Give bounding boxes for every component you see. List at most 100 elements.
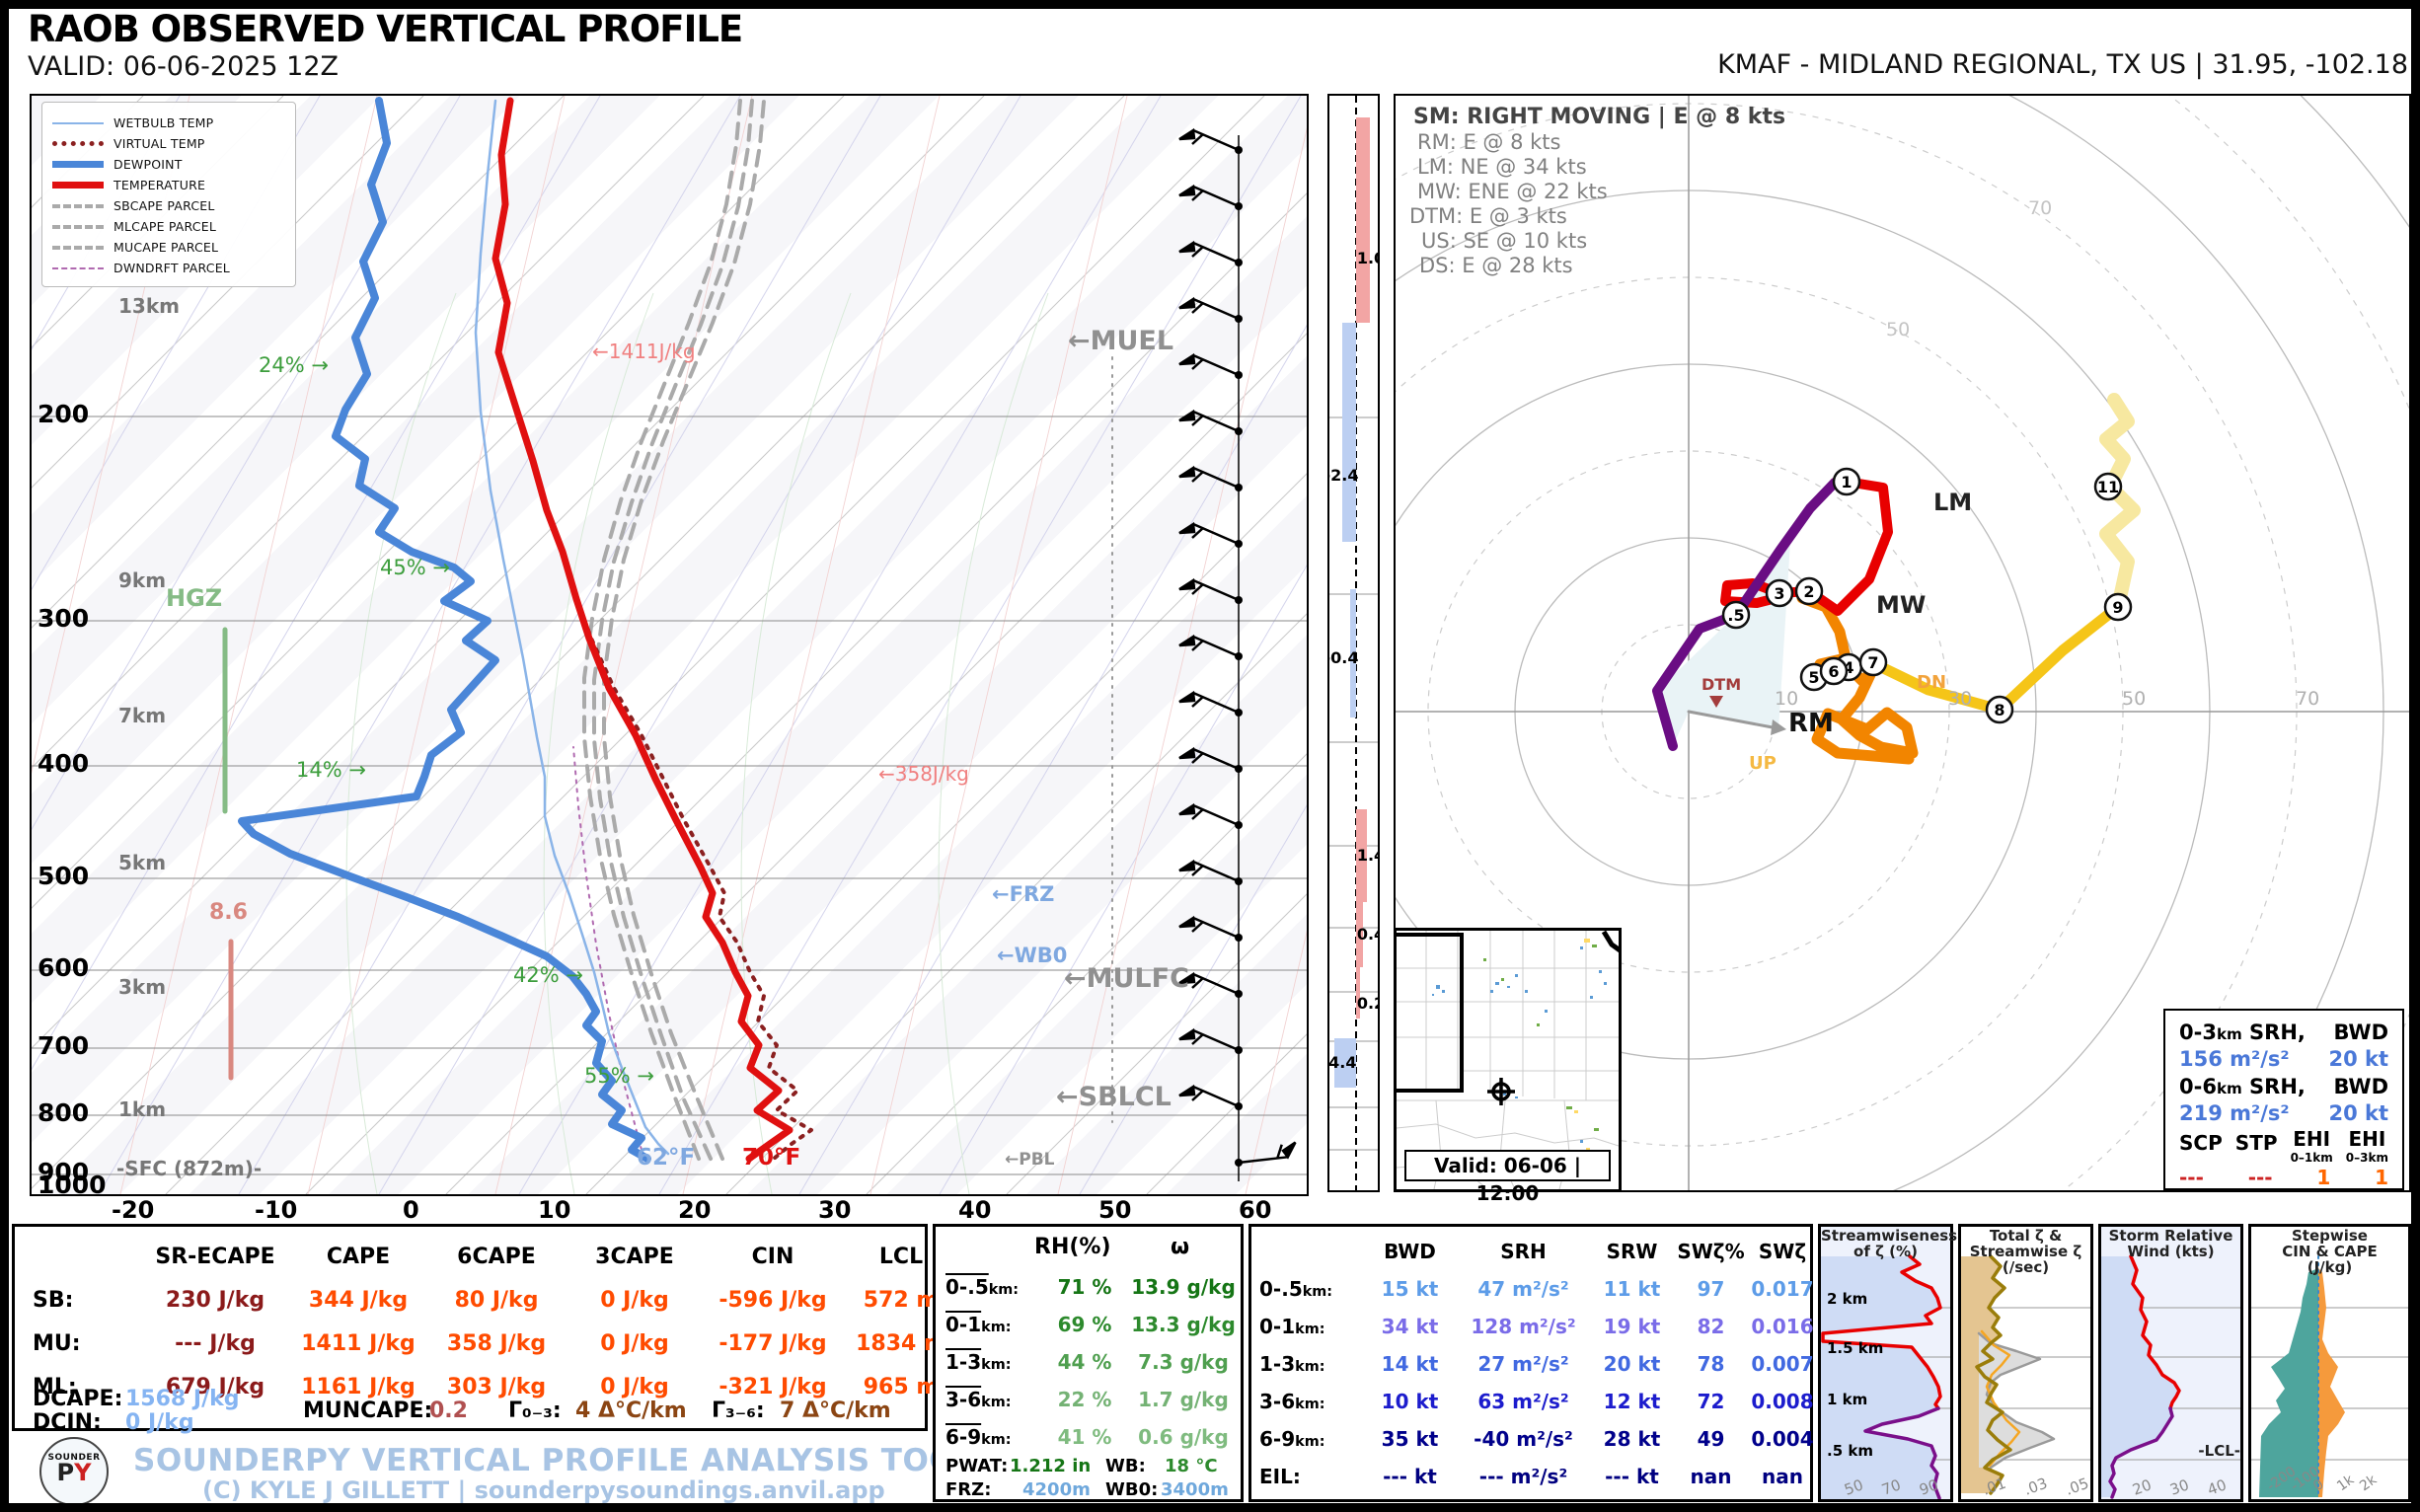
srw-value: --- kt: [1605, 1465, 1659, 1488]
hgz-label: HGZ: [166, 584, 223, 612]
lapse-rate-0-3-value: 4 Δ°C/km: [575, 1399, 687, 1423]
dcin-label: DCIN:: [33, 1410, 102, 1435]
srh-value: 27 m²/s²: [1477, 1352, 1569, 1376]
legend-label: TEMPERATURE: [113, 178, 206, 192]
column-header: SWζ: [1758, 1240, 1807, 1263]
storm-motion-line: DTM: E @ 3 kts: [1409, 204, 1567, 228]
svg-text:7: 7: [1867, 653, 1878, 672]
rh-value: 44 %: [1057, 1350, 1112, 1374]
layer-label: 0-1km:: [1259, 1315, 1325, 1338]
virtual-temp-profile: [574, 597, 813, 1161]
hodograph-canvas: 10 30 50 70 50 70 LM MW RM DTM UP DN .5 1 23 4 5 6 7 8 9 11: [1652, 197, 2319, 774]
svg-text:1: 1: [1841, 473, 1852, 491]
lapse-rate-3-6-value: 7 Δ°C/km: [780, 1399, 891, 1423]
height-label: 1km: [118, 1097, 167, 1121]
mixing-ratio-value: 0.6 g/kg: [1138, 1425, 1229, 1449]
cape-annotation: ←358J/kg: [878, 762, 969, 786]
swzeta-pct: 97: [1697, 1277, 1725, 1301]
muncape-value: 0.2: [429, 1399, 468, 1423]
rh-annotation: 45% →: [380, 556, 450, 579]
ring-label: 30: [1948, 688, 1972, 710]
sblcl-label: ←SBLCL: [1056, 1082, 1172, 1112]
legend-label: MUCAPE PARCEL: [113, 240, 219, 255]
rh-value: 69 %: [1057, 1313, 1112, 1336]
mulfc-label: ←MULFC: [1064, 963, 1189, 994]
lapse-rate-value: 8.6: [209, 900, 248, 925]
mu-3cape: 0 J/kg: [600, 1330, 669, 1356]
scp-label: SCP: [2179, 1131, 2223, 1155]
inset-map-panel: Valid: 06-06 | 12:00: [1394, 928, 1622, 1205]
column-header: SWζ%: [1677, 1240, 1745, 1263]
pressure-label: 800: [38, 1098, 90, 1127]
page-title: RAOB OBSERVED VERTICAL PROFILE: [28, 8, 743, 50]
streamwiseness-canvas: 2 km 1.5 km 1 km .5 km 50 70 90: [1821, 1254, 1942, 1499]
srw-lower: [2108, 1406, 2174, 1499]
sbcape-parcel: [582, 99, 742, 1161]
scp-value: ---: [2179, 1165, 2204, 1189]
dn-label: DN: [1917, 672, 1946, 693]
mu-lcl: 1834 m: [856, 1330, 946, 1356]
hodo-marker: 7: [1858, 647, 1888, 677]
hodo-marker: 6: [1819, 656, 1849, 686]
dewpoint-profile: [238, 97, 651, 1163]
wind-barb-column: [1177, 128, 1302, 1181]
column-header: SRW: [1606, 1240, 1658, 1263]
ehi1-label: EHI 0–1km: [2290, 1127, 2333, 1165]
stepwise-cape: [2318, 1268, 2345, 1497]
stepwise-cin: [2259, 1268, 2318, 1497]
omega-value: 0.4: [1357, 925, 1378, 944]
total-zeta-panel: .01.03.05 Total ζ & Streamwise ζ (/sec): [1958, 1224, 2093, 1502]
bwd-value: 34 kt: [1381, 1315, 1439, 1338]
pressure-label: 400: [38, 749, 90, 778]
bwd-value: --- kt: [1383, 1465, 1437, 1488]
wb-label: WB:: [1105, 1456, 1146, 1476]
bwd-value: 10 kt: [1381, 1390, 1439, 1413]
srw-upper: [2129, 1254, 2181, 1410]
panel-title: Stepwise CIN & CAPE (J/kg): [2282, 1227, 2378, 1276]
row-label: MU:: [33, 1330, 81, 1356]
layer-label: 0-.5km:: [945, 1275, 1020, 1299]
khaki-zeta-line: [1975, 1254, 2012, 1495]
ring-label: 70: [2296, 688, 2319, 710]
hodo-marker: 11: [2093, 472, 2123, 501]
column-header: BWD: [1384, 1240, 1436, 1263]
column-header: SRH: [1500, 1240, 1547, 1263]
row-label: SB:: [33, 1287, 74, 1313]
totalzeta-fill: [1961, 1256, 2010, 1493]
rm-arrow: [1687, 710, 1775, 729]
x-tick: 2k: [2357, 1472, 2381, 1494]
mixing-ratio-value: 13.9 g/kg: [1131, 1275, 1236, 1299]
svg-text:5: 5: [1808, 668, 1819, 687]
bwd-value: 35 kt: [1381, 1427, 1439, 1451]
swzeta: 0.017: [1751, 1277, 1814, 1301]
storm-motion-heading: SM: RIGHT MOVING | E @ 8 kts: [1413, 105, 1786, 129]
dwndrft-line-sample: [52, 266, 104, 269]
bwd-value: 20 kt: [2328, 1101, 2388, 1125]
omega-bar-down: [1342, 323, 1356, 542]
hodo-marker: 3: [1765, 578, 1794, 608]
srw-fill: [2101, 1256, 2179, 1497]
gray-zeta-line: [1977, 1331, 2056, 1470]
bwd-label: BWD: [2333, 1075, 2388, 1098]
ehi3-label: EHI 0–3km: [2345, 1127, 2388, 1165]
streamwiseness-upper: [1821, 1254, 1942, 1410]
station-info: KMAF - MIDLAND REGIONAL, TX US | 31.95, …: [1717, 49, 2408, 80]
total-zeta-canvas: .01.03.05: [1961, 1254, 2090, 1499]
srw-canvas: 20 30 40 -LCL-: [2101, 1254, 2240, 1499]
svg-text:6: 6: [1828, 662, 1839, 681]
temp-axis-tick: -10: [255, 1196, 298, 1224]
layer-label: 6-9km:: [1259, 1427, 1325, 1451]
swzeta-pct: 82: [1697, 1315, 1725, 1338]
rh-header: RH(%): [1034, 1235, 1111, 1259]
srh-value: 156 m²/s²: [2179, 1047, 2290, 1071]
sb-srecape: 230 J/kg: [165, 1287, 265, 1313]
wb0-label: ←WB0: [997, 944, 1068, 967]
height-label: 9km: [118, 568, 167, 592]
frz-height-value: 4200m: [1022, 1479, 1091, 1500]
swzeta: 0.016: [1751, 1315, 1814, 1338]
panel-title: Total ζ & Streamwise ζ (/sec): [1969, 1227, 2082, 1276]
mu-6cape: 358 J/kg: [446, 1330, 547, 1356]
pressure-label: 1000: [38, 1171, 107, 1199]
muel-label: ←MUEL: [1068, 326, 1174, 356]
surface-dewpoint-f: 62°F: [637, 1145, 696, 1171]
